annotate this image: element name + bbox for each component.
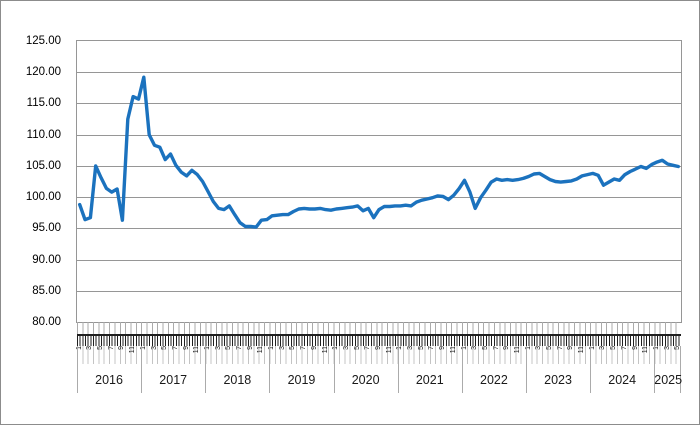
year-label: 2024 [608, 373, 637, 387]
month-tick-lines [77, 322, 681, 334]
plot-area [76, 40, 682, 323]
plot-canvas [77, 72, 681, 292]
year-separator [141, 346, 143, 393]
year-label: 2021 [415, 373, 444, 387]
year-separator [269, 346, 271, 393]
year-label: 2022 [480, 373, 508, 387]
year-labels-row: 2016 2017 2018 2019 2020 2021 2022 2023 2024 2025 [77, 368, 683, 392]
y-tick-label: 90.00 [32, 253, 61, 266]
y-axis: 125.00 120.00 115.00 110.00 105.00 100.00 95.0… [1, 35, 65, 328]
y-tick-label: 115.00 [26, 97, 61, 110]
year-separator [525, 346, 527, 393]
year-label: 2018 [223, 373, 252, 387]
year-label: 2017 [159, 373, 188, 387]
year-label: 2019 [287, 373, 316, 387]
year-separator [654, 346, 656, 393]
year-separator [680, 346, 681, 393]
year-separator [590, 346, 592, 393]
year-label: 2025 [654, 373, 683, 387]
year-separator [205, 346, 207, 393]
year-separator [461, 346, 463, 393]
month-labels-row: 1 3 5 7 9 11 1 3 5 7 9 11 1 3 5 7 9 11 1 3 5 7 9 11 1 3 5 7 9 11 1 3 5 7 9… [76, 346, 681, 364]
year-label: 2020 [351, 373, 380, 387]
y-tick-label: 125.00 [25, 35, 61, 47]
year-separator [397, 346, 399, 393]
y-tick-label: 120.00 [25, 66, 61, 79]
y-tick-label: 95.00 [32, 222, 61, 235]
year-separator [77, 346, 78, 393]
y-tick-label: 100.00 [25, 191, 61, 204]
year-separator [333, 346, 335, 393]
y-tick-label: 80.00 [32, 316, 61, 328]
year-label: 2016 [95, 373, 123, 387]
y-tick-label: 105.00 [25, 159, 61, 172]
y-tick-label: 85.00 [32, 284, 61, 297]
category-axis-ticks [77, 334, 681, 346]
y-tick-label: 110.00 [26, 128, 61, 141]
data-line [78, 75, 680, 229]
year-label: 2023 [544, 373, 572, 387]
year-separators [77, 346, 681, 393]
